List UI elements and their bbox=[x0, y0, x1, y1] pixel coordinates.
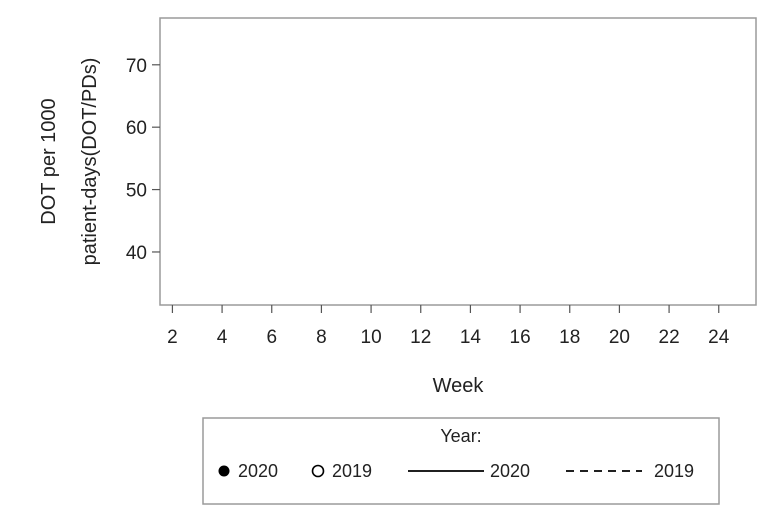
legend-box bbox=[202, 417, 720, 505]
x-tick-label: 16 bbox=[510, 327, 531, 348]
y-tick-label: 60 bbox=[126, 118, 147, 139]
x-tick-label: 24 bbox=[708, 327, 730, 348]
legend-label: 2019 bbox=[654, 461, 694, 481]
x-tick-label: 10 bbox=[361, 327, 382, 348]
y-axis-label-line-1: DOT per 1000 bbox=[38, 98, 60, 224]
legend-title: Year: bbox=[440, 426, 481, 446]
y-axis-label-line-2: patient-days(DOT/PDs) bbox=[79, 58, 101, 266]
x-tick-label: 8 bbox=[316, 327, 327, 348]
x-tick-label: 6 bbox=[266, 327, 277, 348]
legend-label: 2020 bbox=[490, 461, 530, 481]
x-tick-label: 14 bbox=[460, 327, 482, 348]
x-tick-label: 2 bbox=[167, 327, 178, 348]
y-tick-label: 40 bbox=[126, 243, 147, 264]
x-tick-label: 20 bbox=[609, 327, 630, 348]
y-tick-label: 70 bbox=[126, 56, 147, 77]
legend-marker-filled-circle bbox=[218, 465, 230, 477]
legend-marker-open-circle bbox=[311, 464, 325, 478]
y-tick-label: 50 bbox=[126, 181, 147, 202]
x-tick-label: 12 bbox=[410, 327, 431, 348]
plot-frame bbox=[159, 17, 757, 306]
x-tick-label: 4 bbox=[217, 327, 228, 348]
x-axis-label: Week bbox=[433, 375, 485, 397]
x-tick-label: 18 bbox=[559, 327, 580, 348]
x-tick-label: 22 bbox=[659, 327, 680, 348]
legend: Year: 2020 2019 2020 2019 bbox=[202, 417, 720, 505]
legend-label: 2019 bbox=[332, 461, 372, 481]
legend-label: 2020 bbox=[238, 461, 278, 481]
